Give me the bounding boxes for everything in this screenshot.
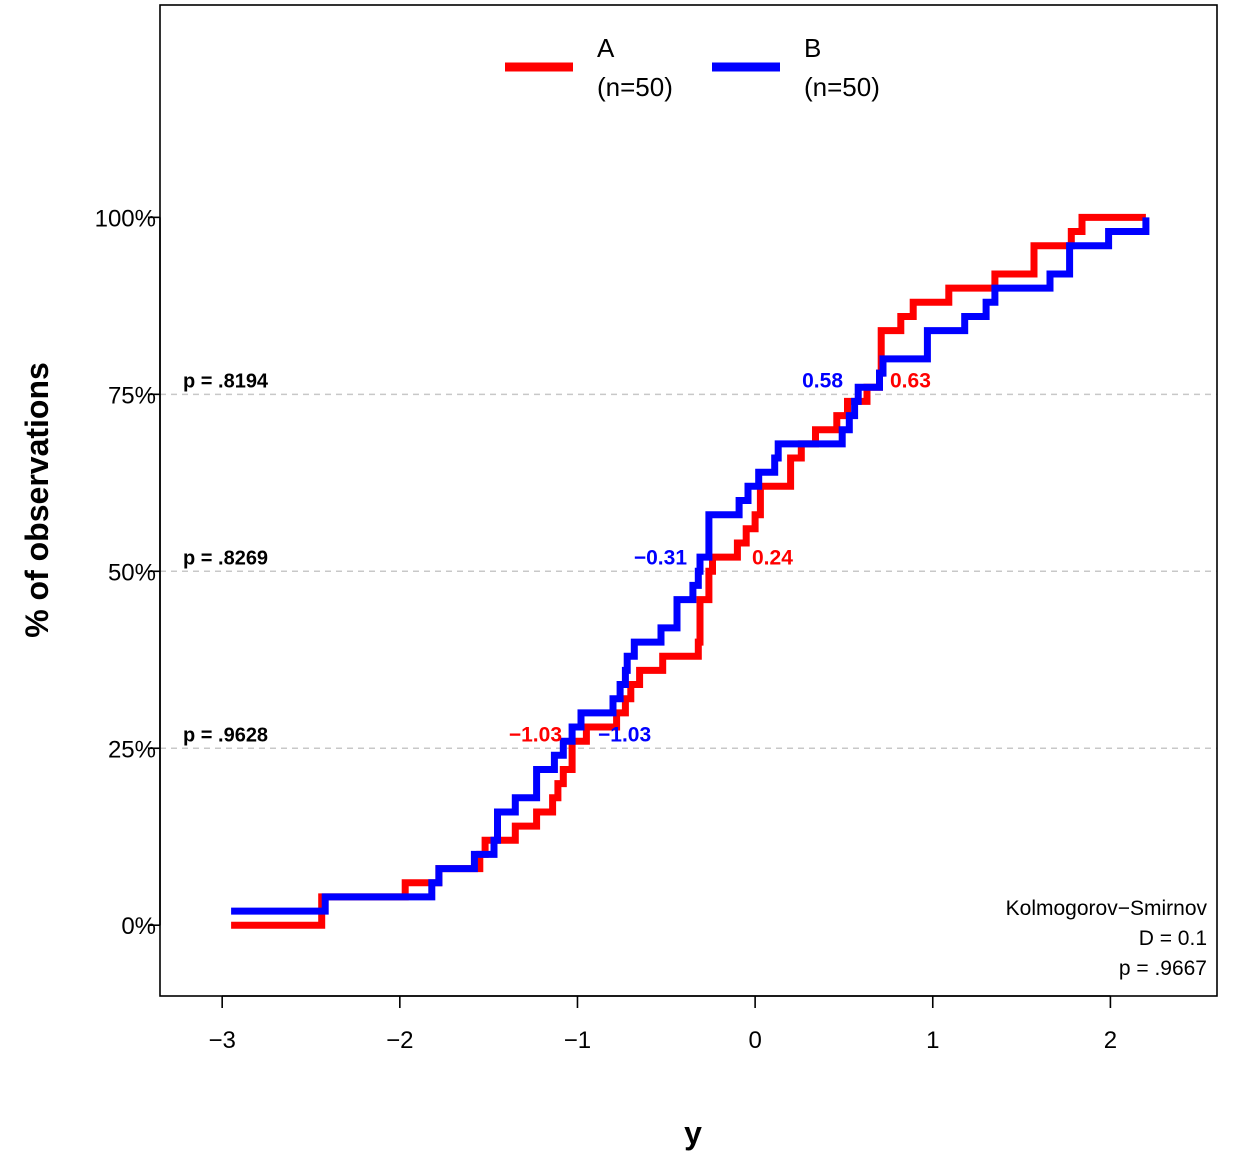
quantile-value-b: −0.31	[634, 546, 687, 569]
x-tick-label: −2	[386, 1027, 413, 1054]
ks-test-p-value: p = .9667	[1119, 957, 1207, 980]
plot-frame	[159, 4, 1218, 997]
ks-test-title: Kolmogorov−Smirnov	[1006, 897, 1208, 920]
quantile-value-b: −1.03	[598, 723, 651, 746]
x-tick-label: 2	[1104, 1027, 1117, 1054]
reference-lines	[160, 393, 1217, 749]
x-tick-label: 1	[926, 1027, 939, 1054]
y-tick-label: 25%	[108, 736, 156, 763]
quantile-p-value: p = .8269	[183, 547, 268, 569]
x-tick-label: −1	[564, 1027, 591, 1054]
ks-test-annotation: Kolmogorov−Smirnov D = 0.1 p = .9667	[1006, 897, 1208, 980]
x-tick-label: 0	[748, 1027, 761, 1054]
quantile-p-labels: p = .9628 p = .8269 p = .8194	[183, 370, 269, 746]
legend: A (n=50) B (n=50)	[505, 33, 880, 102]
quantile-value-a: 0.63	[890, 369, 931, 392]
ks-test-statistic: D = 0.1	[1139, 927, 1207, 950]
quantile-value-a: 0.24	[752, 546, 793, 569]
quantile-value-labels: −1.03 −1.03 0.24 −0.31 0.63 0.58	[509, 369, 931, 746]
quantile-value-b: 0.58	[802, 369, 843, 392]
quantile-p-value: p = .9628	[183, 724, 268, 746]
legend-count-a: (n=50)	[597, 72, 673, 102]
x-axis: −3 −2 −1 0 1 2	[208, 995, 1117, 1054]
x-tick-label: −3	[208, 1027, 235, 1054]
legend-label-b: B	[804, 33, 821, 63]
series-line-a	[231, 213, 1146, 929]
y-axis: 0% 25% 50% 75% 100%	[95, 205, 161, 940]
legend-count-b: (n=50)	[804, 72, 880, 102]
quantile-p-value: p = .8194	[183, 370, 269, 392]
series-layer	[231, 213, 1150, 929]
y-tick-label: 50%	[108, 559, 156, 586]
quantile-value-a: −1.03	[509, 723, 562, 746]
y-tick-label: 75%	[108, 382, 156, 409]
series-line-b	[231, 217, 1150, 915]
y-tick-label: 0%	[121, 913, 156, 940]
y-tick-label: 100%	[95, 205, 156, 232]
legend-label-a: A	[597, 33, 615, 63]
y-axis-title: % of observations	[19, 362, 55, 638]
x-axis-title: y	[684, 1115, 702, 1151]
